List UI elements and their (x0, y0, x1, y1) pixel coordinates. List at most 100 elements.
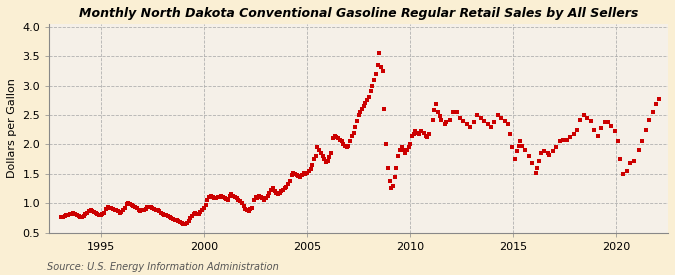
Point (312, 145, 323, 150)
Point (503, 122, 514, 126)
Point (271, 190, 281, 195)
Point (610, 129, 620, 134)
Point (97, 211, 108, 216)
Point (161, 213, 171, 218)
Point (432, 110, 443, 114)
Point (250, 195, 261, 199)
Point (389, 175, 400, 179)
Point (240, 207, 250, 211)
Point (137, 208, 148, 212)
Point (575, 117, 586, 122)
Point (248, 198, 259, 202)
Point (140, 207, 151, 211)
Point (482, 122, 493, 126)
Point (647, 110, 658, 114)
Point (422, 135, 433, 139)
Point (362, 98, 373, 103)
Point (326, 151, 337, 155)
Point (125, 202, 136, 206)
Point (65, 211, 76, 216)
Point (221, 197, 232, 201)
Point (615, 157, 626, 161)
Point (578, 113, 589, 117)
Point (372, 63, 383, 67)
Point (92, 212, 103, 216)
Point (243, 208, 254, 213)
Point (506, 145, 517, 150)
Point (259, 197, 269, 202)
Point (207, 195, 218, 199)
Point (338, 142, 348, 147)
Point (257, 196, 268, 201)
Point (88, 210, 99, 214)
Point (223, 198, 234, 202)
Point (303, 169, 314, 173)
Point (314, 148, 325, 152)
Point (109, 207, 120, 212)
Point (188, 211, 199, 216)
Point (226, 192, 237, 197)
Point (310, 154, 321, 158)
Point (391, 166, 402, 170)
Point (209, 196, 219, 200)
Point (72, 213, 82, 217)
Point (340, 143, 350, 148)
Point (429, 108, 440, 112)
Point (424, 132, 435, 136)
Point (486, 125, 497, 129)
Point (606, 123, 617, 128)
Point (493, 113, 504, 117)
Point (512, 149, 522, 154)
Point (290, 172, 300, 176)
Point (317, 154, 328, 158)
Point (285, 178, 296, 183)
Point (59, 214, 70, 218)
Point (381, 142, 392, 147)
Point (336, 139, 347, 144)
Point (167, 217, 178, 221)
Point (164, 215, 175, 219)
Point (462, 122, 472, 126)
Point (371, 72, 381, 76)
Point (383, 166, 394, 170)
Point (156, 210, 167, 215)
Point (465, 125, 476, 129)
Point (393, 154, 404, 158)
Point (180, 221, 190, 226)
Point (238, 204, 249, 208)
Point (305, 167, 316, 171)
Point (324, 155, 335, 160)
Point (348, 130, 359, 135)
Point (654, 96, 665, 101)
Point (329, 133, 340, 138)
Point (205, 194, 216, 198)
Point (87, 208, 98, 213)
Point (342, 145, 352, 150)
Point (224, 194, 235, 198)
Point (510, 157, 520, 161)
Point (319, 157, 329, 161)
Point (99, 210, 110, 215)
Point (147, 206, 158, 210)
Y-axis label: Dollars per Gallon: Dollars per Gallon (7, 78, 17, 178)
Point (543, 151, 554, 155)
Point (236, 201, 247, 205)
Point (173, 219, 184, 223)
Point (298, 170, 309, 175)
Point (547, 149, 558, 154)
Point (113, 209, 124, 214)
Point (274, 190, 285, 195)
Point (78, 214, 89, 218)
Point (106, 206, 117, 211)
Point (57, 214, 68, 219)
Point (327, 136, 338, 141)
Point (277, 188, 288, 192)
Point (386, 186, 397, 191)
Point (95, 213, 106, 217)
Point (568, 132, 579, 136)
Point (551, 145, 562, 150)
Point (475, 116, 486, 120)
Point (353, 113, 364, 117)
Point (128, 204, 139, 208)
Point (200, 203, 211, 207)
